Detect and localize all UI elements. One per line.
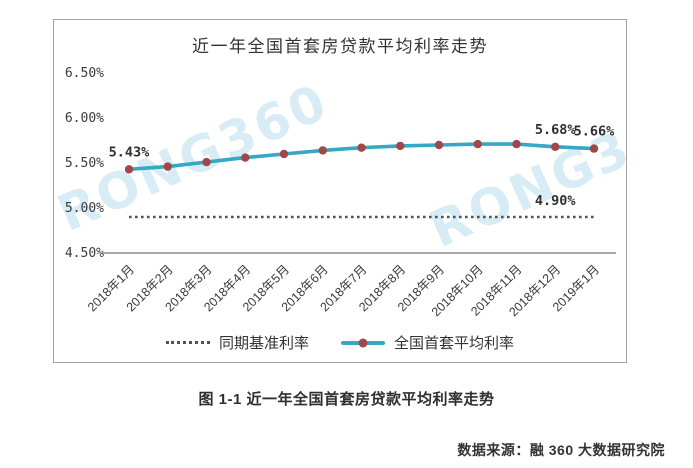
y-tick-label: 6.50% (65, 66, 104, 81)
legend-label-baseline: 同期基准利率 (218, 335, 309, 352)
legend-dotted-sample (165, 341, 210, 344)
data-point-marker (589, 144, 599, 153)
data-point-marker (279, 149, 289, 159)
watermark-text: RONG360 (421, 88, 626, 259)
data-point-marker (241, 153, 250, 162)
data-label: 4.90% (535, 193, 577, 209)
figure-caption: 图 1-1 近一年全国首套房贷款平均利率走势 (198, 391, 495, 408)
chart-legend: 同期基准利率 全国首套平均利率 (54, 332, 626, 353)
line-chart-plot: RONG360 RONG3606.50%6.00%5.50%5.00%4.50%2… (54, 66, 626, 319)
legend-label-average-rate: 全国首套平均利率 (394, 335, 515, 352)
data-point-marker (202, 157, 211, 167)
data-point-marker (512, 139, 521, 149)
data-label: 5.66% (574, 124, 616, 140)
legend-line-sample (341, 338, 385, 347)
data-point-marker (163, 162, 172, 171)
data-point-marker (434, 140, 444, 150)
y-tick-label: 5.00% (65, 201, 104, 216)
legend-item-average-rate: 全国首套平均利率 (341, 332, 514, 353)
legend-item-baseline: 同期基准利率 (165, 332, 309, 353)
data-point-marker (357, 143, 366, 152)
legend-marker-dot-icon (358, 338, 368, 347)
data-point-marker (473, 139, 482, 149)
chart-title: 近一年全国首套房贷款平均利率走势 (192, 37, 488, 56)
data-label: 5.43% (109, 144, 151, 160)
data-point-marker (396, 141, 405, 151)
data-label: 5.68% (535, 122, 577, 138)
y-tick-label: 4.50% (65, 246, 104, 261)
data-point-marker (124, 165, 134, 174)
data-point-marker (318, 146, 327, 155)
chart-container: 近一年全国首套房贷款平均利率走势 RONG360 RONG360 6.50% 6.00… (53, 19, 627, 363)
y-tick-label: 6.00% (65, 111, 104, 126)
data-source: 数据来源：融 360 大数据研究院 (457, 442, 665, 458)
data-point-marker (551, 142, 560, 151)
y-tick-label: 5.50% (65, 156, 104, 171)
